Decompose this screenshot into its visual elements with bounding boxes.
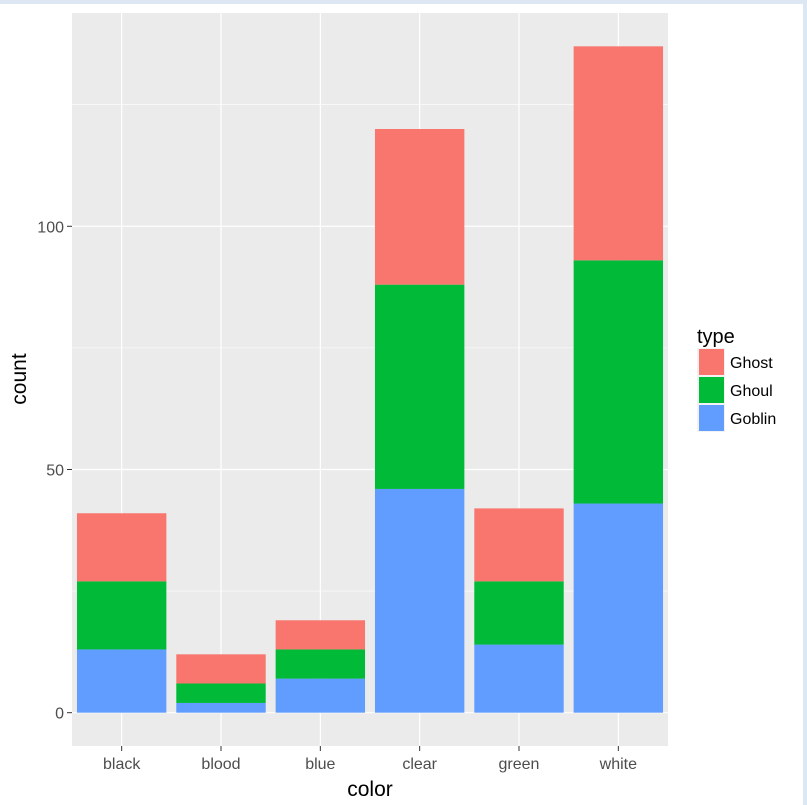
y-tick-label: 50 [46,462,64,479]
bar-segment-blood-ghoul [176,683,266,703]
bar-segment-clear-ghoul [374,284,465,489]
bar-segment-clear-goblin [374,488,465,713]
minor-gridlines [72,104,668,592]
bar-segment-blood-ghost [176,654,266,684]
bar-segment-black-ghost [76,513,167,582]
bar-segment-blood-goblin [176,702,266,713]
legend-key-ghost [699,349,724,375]
bar-segment-green-goblin [474,644,564,713]
legend: type Ghost Ghoul Goblin [697,326,776,432]
legend-key-ghoul [699,377,724,403]
plot-panel [72,13,668,746]
x-tick-label: white [599,756,637,773]
legend-label-ghost: Ghost [730,355,773,372]
bar-segment-black-goblin [76,649,167,713]
bar-segment-blue-ghoul [275,649,366,679]
y-tick-label: 0 [55,706,64,723]
x-axis-title: color [347,778,393,801]
bar-segment-white-goblin [573,503,664,713]
y-axis-title: count [8,353,31,405]
bar-segment-clear-ghost [374,129,465,285]
bar-segment-blue-goblin [275,678,366,713]
x-axis: black blood blue clear green white [103,746,637,773]
bar-stacks [76,46,664,713]
bar-segment-black-ghoul [76,581,167,650]
bar-segment-white-ghoul [573,260,664,504]
legend-title: type [697,326,735,348]
bar-segment-green-ghost [474,508,564,582]
legend-label-ghoul: Ghoul [730,383,773,400]
x-tick-label: green [499,756,540,773]
x-tick-label: clear [402,756,437,773]
x-tick-label: blue [305,756,335,773]
bar-segment-green-ghoul [474,581,564,645]
x-tick-label: black [103,756,141,773]
bar-segment-white-ghost [573,46,664,261]
legend-entries: Ghost Ghoul Goblin [697,348,776,432]
legend-label-goblin: Goblin [730,411,776,428]
bar-segment-blue-ghost [275,620,366,650]
y-tick-label: 100 [37,219,64,236]
y-axis: 0 50 100 [37,219,72,723]
x-tick-label: blood [201,756,240,773]
legend-key-goblin [699,405,724,431]
